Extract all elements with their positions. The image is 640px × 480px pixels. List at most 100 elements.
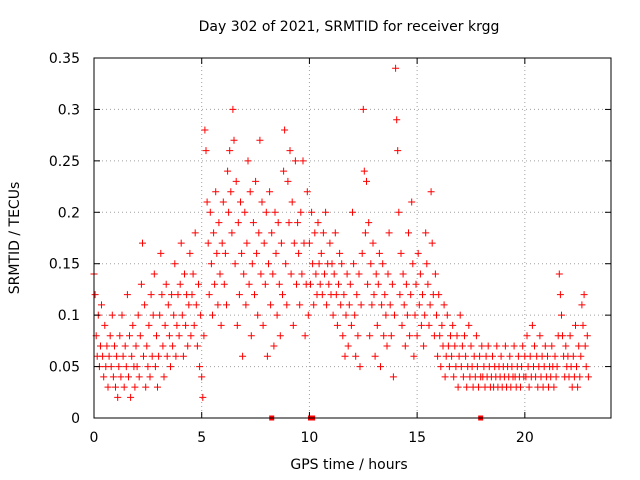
data-point bbox=[510, 342, 518, 350]
data-point bbox=[161, 321, 169, 329]
data-point bbox=[246, 188, 254, 196]
data-point bbox=[368, 301, 376, 309]
data-point bbox=[175, 332, 183, 340]
data-point bbox=[131, 383, 139, 391]
data-point bbox=[271, 208, 279, 216]
data-point bbox=[240, 270, 248, 278]
data-point bbox=[199, 393, 207, 401]
data-point bbox=[142, 383, 150, 391]
data-point bbox=[202, 147, 210, 155]
data-point bbox=[325, 280, 333, 288]
data-point bbox=[267, 301, 275, 309]
data-point bbox=[200, 332, 208, 340]
data-point bbox=[225, 208, 233, 216]
data-point bbox=[187, 332, 195, 340]
data-point bbox=[548, 342, 556, 350]
data-point bbox=[188, 291, 196, 299]
data-point bbox=[201, 126, 209, 134]
data-point bbox=[457, 363, 465, 371]
data-point bbox=[394, 147, 402, 155]
y-tick-label: 0.3 bbox=[58, 102, 80, 118]
data-point bbox=[247, 332, 255, 340]
data-point bbox=[227, 188, 235, 196]
data-point bbox=[254, 311, 262, 319]
data-point bbox=[310, 301, 318, 309]
data-point bbox=[458, 342, 466, 350]
data-point bbox=[122, 363, 130, 371]
data-point bbox=[259, 321, 267, 329]
data-point bbox=[584, 373, 592, 381]
data-point bbox=[143, 342, 151, 350]
data-point bbox=[211, 280, 219, 288]
data-point bbox=[107, 363, 115, 371]
data-point bbox=[163, 352, 171, 360]
data-point bbox=[552, 373, 560, 381]
data-point bbox=[366, 332, 374, 340]
data-point bbox=[403, 311, 411, 319]
data-point bbox=[372, 270, 380, 278]
data-point bbox=[562, 342, 570, 350]
data-point bbox=[456, 311, 464, 319]
data-point bbox=[579, 321, 587, 329]
data-point bbox=[572, 321, 579, 329]
data-point bbox=[318, 291, 326, 299]
data-point bbox=[450, 373, 458, 381]
data-point bbox=[493, 342, 501, 350]
data-point bbox=[196, 363, 204, 371]
data-point bbox=[427, 188, 435, 196]
data-point bbox=[574, 383, 582, 391]
data-point bbox=[412, 280, 420, 288]
data-point bbox=[397, 249, 405, 257]
data-point bbox=[525, 383, 533, 391]
data-point bbox=[105, 352, 113, 360]
data-point bbox=[367, 260, 375, 268]
data-point bbox=[132, 342, 140, 350]
data-point bbox=[385, 229, 393, 237]
y-tick-labels: 0 0.05 0.1 0.15 0.2 0.25 0.3 0.35 bbox=[49, 51, 80, 427]
data-point bbox=[323, 301, 331, 309]
data-point bbox=[170, 311, 178, 319]
data-point bbox=[317, 249, 325, 257]
data-point bbox=[308, 208, 316, 216]
data-point bbox=[319, 229, 327, 237]
data-point bbox=[103, 342, 111, 350]
data-point bbox=[220, 280, 228, 288]
data-point bbox=[428, 239, 436, 247]
data-point bbox=[287, 270, 295, 278]
data-point bbox=[581, 342, 589, 350]
data-point bbox=[209, 311, 216, 319]
data-point bbox=[407, 291, 415, 299]
data-point bbox=[459, 373, 467, 381]
data-point bbox=[441, 373, 449, 381]
data-point bbox=[370, 291, 378, 299]
data-point bbox=[422, 229, 430, 237]
data-point bbox=[151, 363, 159, 371]
data-point bbox=[378, 301, 386, 309]
data-point bbox=[155, 352, 163, 360]
data-point bbox=[147, 291, 155, 299]
data-point bbox=[501, 342, 509, 350]
data-point bbox=[447, 332, 454, 340]
data-point bbox=[406, 332, 414, 340]
data-point bbox=[383, 342, 391, 350]
data-point bbox=[359, 105, 367, 113]
data-point bbox=[153, 332, 160, 340]
data-point bbox=[203, 198, 211, 206]
data-point bbox=[173, 321, 181, 329]
data-point bbox=[426, 301, 434, 309]
data-point bbox=[266, 188, 274, 196]
data-point bbox=[207, 260, 215, 268]
data-point bbox=[212, 188, 220, 196]
data-point bbox=[249, 219, 257, 227]
data-point bbox=[556, 291, 564, 299]
data-point bbox=[489, 352, 496, 360]
data-point bbox=[573, 363, 580, 371]
data-point bbox=[298, 270, 306, 278]
data-point bbox=[150, 270, 158, 278]
data-point bbox=[326, 239, 334, 247]
y-tick-label: 0.25 bbox=[49, 154, 80, 170]
data-point bbox=[299, 157, 307, 165]
data-point bbox=[137, 280, 145, 288]
data-point bbox=[294, 219, 302, 227]
